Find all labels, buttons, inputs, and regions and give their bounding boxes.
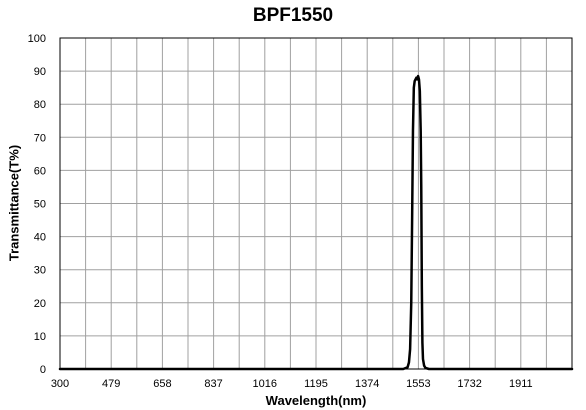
x-axis-label: Wavelength(nm) <box>265 393 367 408</box>
chart-title: BPF1550 <box>252 5 334 26</box>
x-tick-label-6: 1374 <box>355 378 379 390</box>
grid <box>60 38 572 369</box>
y-tick-labels: 0 10 20 30 40 50 60 70 80 90 100 <box>28 33 46 376</box>
series-line-0 <box>58 74 574 371</box>
x-tick-label-8: 1732 <box>457 378 481 390</box>
y-tick-label-1: 10 <box>34 331 46 343</box>
y-tick-label-3: 30 <box>34 265 46 277</box>
x-tick-label-7: 1553 <box>406 378 430 390</box>
y-tick-label-4: 40 <box>34 232 46 244</box>
x-tick-label-4: 1016 <box>253 378 277 390</box>
y-tick-label-5: 50 <box>34 199 46 211</box>
series-group <box>58 74 574 371</box>
x-tick-label-1: 479 <box>102 378 120 390</box>
x-tick-label-9: 1911 <box>509 378 533 390</box>
x-tick-labels: 300 479 658 837 1016 1195 1374 1553 1732 1911 <box>51 378 533 390</box>
x-tick-label-2: 658 <box>153 378 171 390</box>
y-tick-label-7: 70 <box>34 132 46 144</box>
y-tick-label-2: 20 <box>34 298 46 310</box>
y-tick-label-9: 90 <box>34 66 46 78</box>
x-tick-label-0: 300 <box>51 378 69 390</box>
y-tick-label-10: 100 <box>28 33 46 45</box>
y-tick-label-0: 0 <box>40 364 46 376</box>
y-tick-label-6: 60 <box>34 165 46 177</box>
y-tick-label-8: 80 <box>34 99 46 111</box>
x-tick-label-5: 1195 <box>304 378 328 390</box>
x-tick-label-3: 837 <box>204 378 222 390</box>
